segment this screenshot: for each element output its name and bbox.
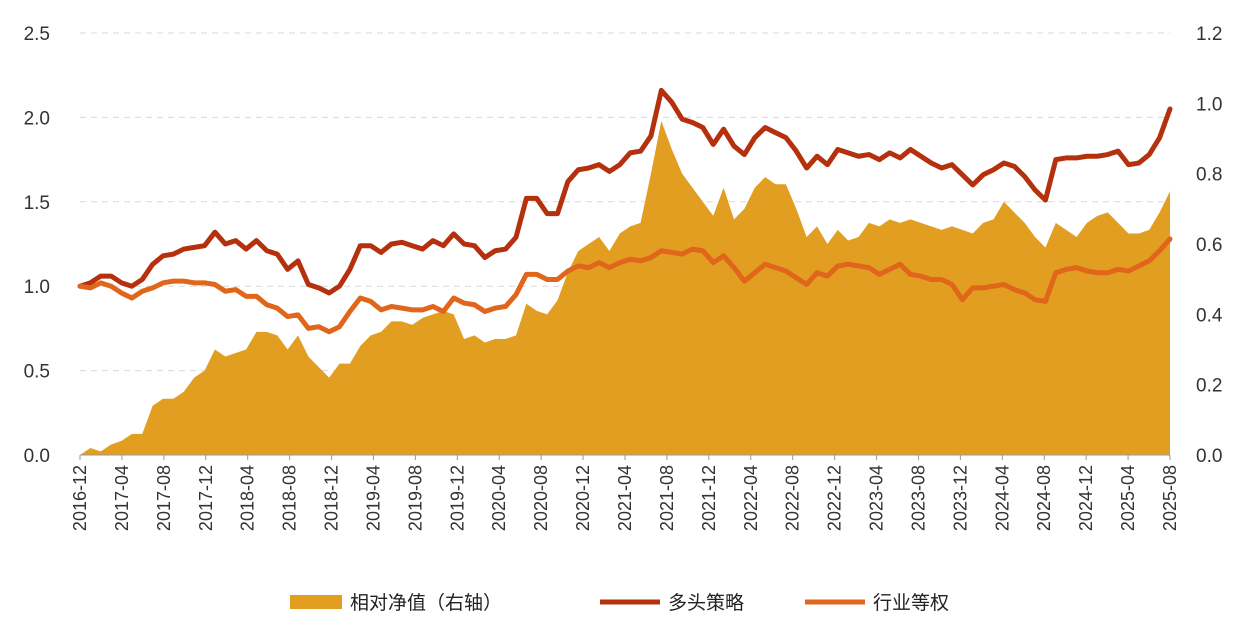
y-right-tick-label: 0.6 (1196, 235, 1222, 256)
y-left-tick-label: 0.0 (24, 446, 50, 467)
axes: 0.0 0.5 1.0 1.5 2.0 2.5 0.0 0.2 0.4 0.6 0.8 1.0 1.2 2… (24, 24, 1223, 531)
legend-label: 行业等权 (873, 592, 949, 614)
y-left-tick-label: 1.0 (24, 277, 50, 298)
x-tick-label: 2022-08 (783, 465, 803, 531)
x-tick-label: 2023-12 (950, 465, 970, 531)
x-tick-label: 2021-12 (699, 465, 719, 531)
x-tick-label: 2021-08 (657, 465, 677, 531)
y-left-tick-label: 2.5 (24, 24, 50, 45)
x-tick-label: 2024-04 (992, 465, 1012, 531)
x-tick-label: 2022-04 (741, 465, 761, 531)
x-tick-label: 2025-04 (1118, 465, 1138, 531)
line-series-layer (77, 87, 1173, 335)
x-tick-label: 2020-04 (489, 465, 509, 531)
x-tick-label: 2024-08 (1034, 465, 1054, 531)
x-tick-label: 2025-08 (1160, 465, 1180, 531)
y-right-tick-label: 0.8 (1196, 165, 1222, 186)
y-left-tick-label: 1.5 (24, 193, 50, 214)
x-tick-label: 2019-08 (405, 465, 425, 531)
y-left-tick-label: 0.5 (24, 362, 50, 383)
area-series-layer (80, 120, 1170, 456)
legend: 相对净值（右轴） 多头策略 行业等权 (290, 592, 949, 614)
y-right-tick-label: 0.4 (1196, 305, 1223, 326)
x-tick-label: 2022-12 (825, 465, 845, 531)
x-tick-label: 2019-04 (363, 465, 383, 531)
legend-label: 多头策略 (668, 592, 744, 614)
line-series-industry-equal-weight (77, 236, 1173, 335)
area-series-relative-nav (80, 120, 1170, 456)
x-tick-label: 2017-04 (112, 465, 132, 531)
x-tick-label: 2021-04 (615, 465, 635, 531)
x-tick-label: 2018-04 (238, 465, 258, 531)
x-tick-label: 2017-08 (154, 465, 174, 531)
x-tick-label: 2017-12 (196, 465, 216, 531)
legend-item: 行业等权 (805, 592, 949, 614)
x-tick-label: 2020-08 (531, 465, 551, 531)
x-tick-label: 2023-04 (867, 465, 887, 531)
x-tick-label: 2016-12 (70, 465, 90, 531)
y-right-tick-label: 1.0 (1196, 94, 1222, 115)
x-tick-label: 2024-12 (1076, 465, 1096, 531)
x-tick-label: 2020-12 (573, 465, 593, 531)
y-right-tick-label: 0.0 (1196, 446, 1222, 467)
y-right-tick-label: 1.2 (1196, 24, 1222, 45)
x-tick-label: 2018-12 (322, 465, 342, 531)
y-left-tick-label: 2.0 (24, 108, 50, 129)
legend-label: 相对净值（右轴） (350, 592, 502, 614)
legend-swatch (290, 595, 342, 609)
legend-item: 多头策略 (600, 592, 744, 614)
y-right-tick-label: 0.2 (1196, 376, 1222, 397)
line-series-long-strategy (77, 87, 1173, 296)
legend-item: 相对净值（右轴） (290, 592, 502, 614)
x-tick-label: 2018-08 (280, 465, 300, 531)
x-tick-label: 2019-12 (447, 465, 467, 531)
x-tick-label: 2023-08 (908, 465, 928, 531)
